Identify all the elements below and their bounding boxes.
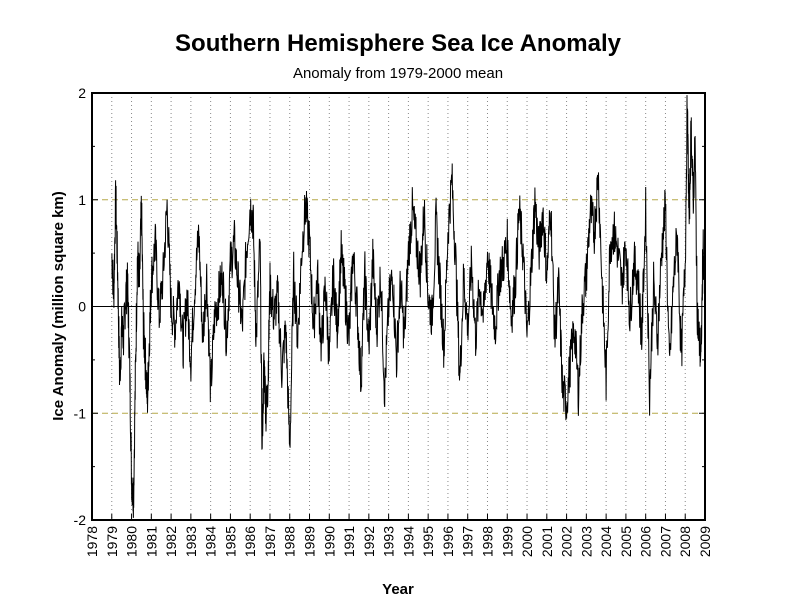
- y-axis-label: Ice Anomaly (million square km): [50, 191, 67, 421]
- x-tick-label: 1994: [400, 526, 416, 557]
- x-tick-label: 1979: [104, 526, 120, 557]
- y-tick-label: -2: [74, 512, 87, 528]
- x-tick-label: 1995: [420, 526, 436, 557]
- y-tick-label: 2: [78, 85, 86, 101]
- x-tick-label: 2006: [638, 526, 654, 557]
- y-axis-ticks: -2 -1 0 1 2: [74, 85, 705, 528]
- x-tick-label: 1985: [222, 526, 238, 557]
- x-tick-label: 1988: [282, 526, 298, 557]
- x-tick-label: 2007: [657, 526, 673, 557]
- x-tick-label: 2008: [677, 526, 693, 557]
- y-tick-label: 1: [78, 192, 86, 208]
- x-tick-label: 1997: [460, 526, 476, 557]
- x-tick-label: 2002: [559, 526, 575, 557]
- chart-title: Southern Hemisphere Sea Ice Anomaly: [175, 30, 622, 57]
- x-tick-label: 2003: [578, 526, 594, 557]
- anomaly-series-line: [111, 95, 706, 518]
- x-tick-label: 1978: [84, 526, 100, 557]
- x-tick-label: 1990: [321, 526, 337, 557]
- x-tick-label: 1983: [183, 526, 199, 557]
- x-tick-label: 1981: [143, 526, 159, 557]
- x-tick-label: 1993: [381, 526, 397, 557]
- x-tick-label: 2004: [598, 526, 614, 557]
- x-tick-label: 1998: [479, 526, 495, 557]
- x-tick-label: 1984: [203, 526, 219, 557]
- x-tick-label: 1980: [124, 526, 140, 557]
- x-axis-ticks: 1978 1979 1980 1981 1982 1983 1984 1985 1986 1987…: [84, 514, 713, 557]
- x-tick-label: 2001: [539, 526, 555, 557]
- chart-subtitle: Anomaly from 1979-2000 mean: [293, 65, 503, 82]
- x-tick-label: 1991: [341, 526, 357, 557]
- x-tick-label: 1999: [499, 526, 515, 557]
- x-tick-label: 1989: [302, 526, 318, 557]
- x-axis-label: Year: [382, 581, 414, 598]
- x-tick-label: 2005: [618, 526, 634, 557]
- x-tick-label: 1992: [361, 526, 377, 557]
- y-tick-label: 0: [78, 299, 86, 315]
- y-tick-label: -1: [74, 405, 87, 421]
- x-tick-label: 2009: [697, 526, 713, 557]
- x-tick-label: 1987: [262, 526, 278, 557]
- x-tick-label: 1986: [242, 526, 258, 557]
- x-tick-label: 1982: [163, 526, 179, 557]
- x-tick-label: 1996: [440, 526, 456, 557]
- x-tick-label: 2000: [519, 526, 535, 557]
